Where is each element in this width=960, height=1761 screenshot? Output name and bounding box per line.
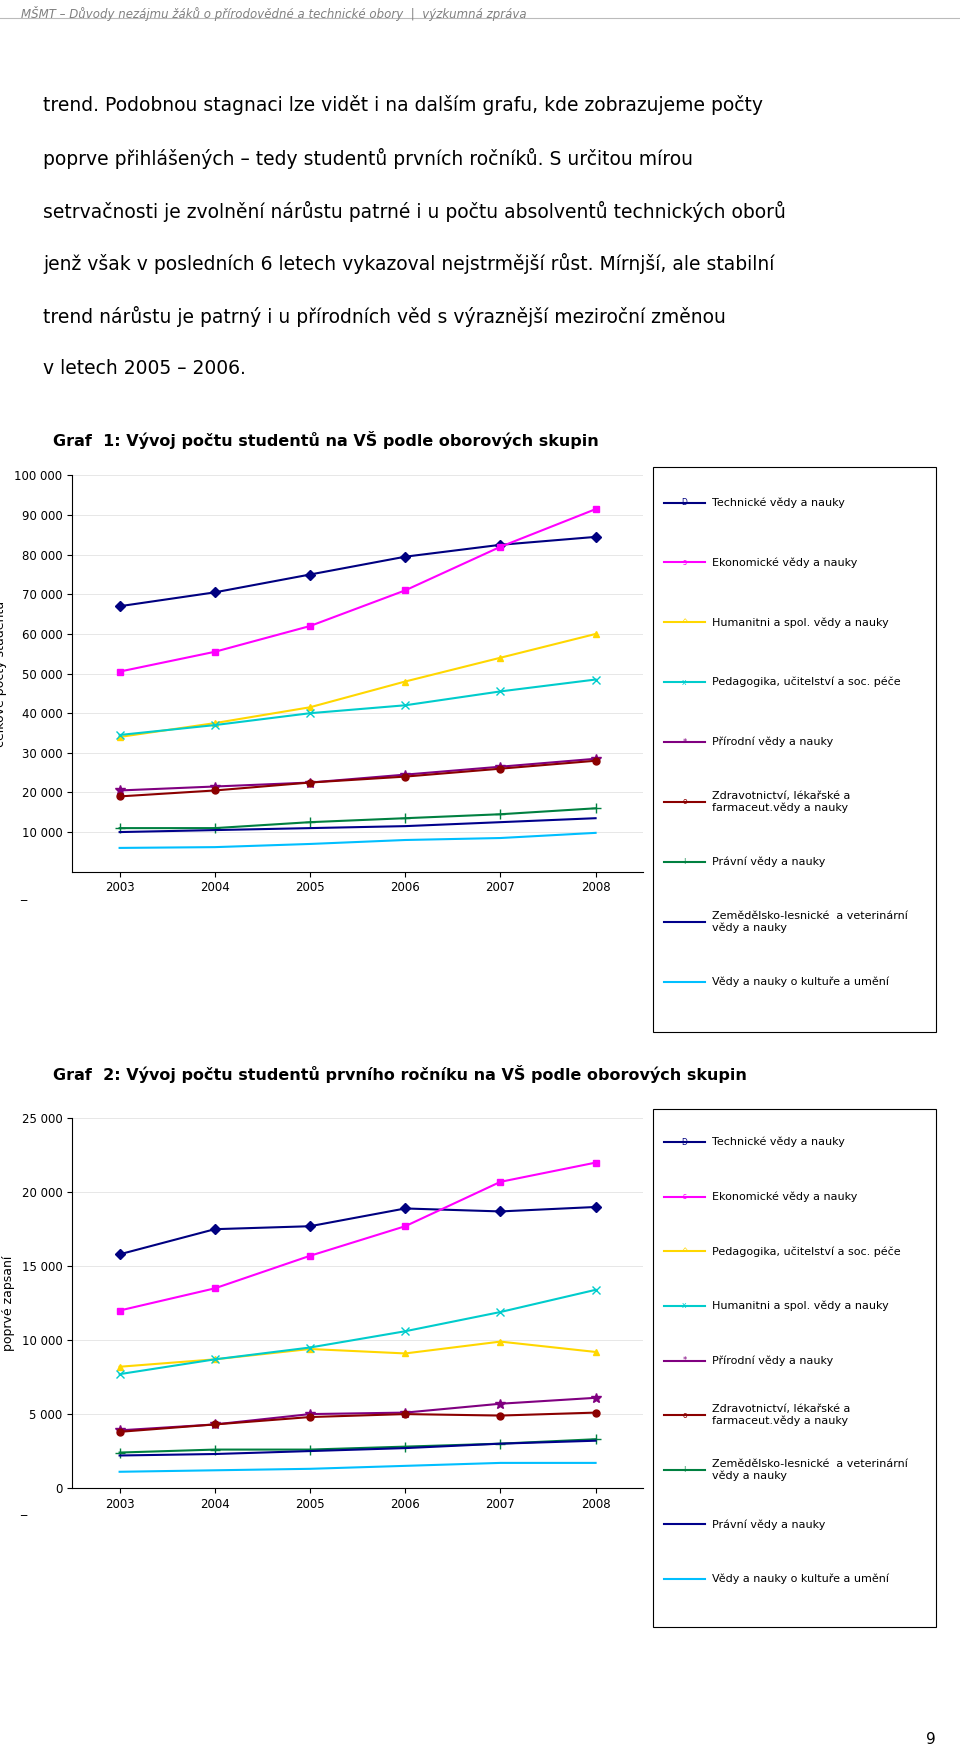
Text: setrvačnosti je zvolnění nárůstu patrné i u počtu absolventů technických oborů: setrvačnosti je zvolnění nárůstu patrné … (43, 201, 786, 222)
Text: 9: 9 (926, 1731, 936, 1747)
Text: Vědy a nauky o kultuře a umění: Vědy a nauky o kultuře a umění (712, 976, 889, 986)
Text: Graf  1: Vývoj počtu studentů na VŠ podle oborových skupin: Graf 1: Vývoj počtu studentů na VŠ podle… (53, 431, 598, 449)
Text: ^: ^ (682, 1247, 687, 1256)
Text: *: * (683, 738, 686, 747)
Text: +: + (682, 1465, 687, 1474)
Text: Technické vědy a nauky: Technické vědy a nauky (712, 497, 845, 507)
Text: trend. Podobnou stagnaci lze vidět i na dalším grafu, kde zobrazujeme počty: trend. Podobnou stagnaci lze vidět i na … (43, 95, 763, 114)
Text: v letech 2005 – 2006.: v letech 2005 – 2006. (43, 359, 246, 379)
Text: x: x (683, 678, 686, 687)
Text: Graf  2: Vývoj počtu studentů prvního ročníku na VŠ podle oborových skupin: Graf 2: Vývoj počtu studentů prvního roč… (53, 1065, 747, 1083)
Text: s: s (683, 558, 686, 567)
Text: Právní vědy a nauky: Právní vědy a nauky (712, 856, 826, 866)
Text: Právní vědy a nauky: Právní vědy a nauky (712, 1520, 826, 1530)
Text: poprve přihlášených – tedy studentů prvních ročníků. S určitou mírou: poprve přihlášených – tedy studentů prvn… (43, 148, 693, 169)
Text: Ekonomické vědy a nauky: Ekonomické vědy a nauky (712, 1192, 857, 1203)
Text: x: x (683, 1301, 686, 1310)
Text: *: * (683, 1356, 686, 1365)
Text: Ekonomické vědy a nauky: Ekonomické vědy a nauky (712, 556, 857, 567)
Y-axis label: poprvé zapsaní: poprvé zapsaní (2, 1256, 14, 1351)
Text: jenž však v posledních 6 letech vykazoval nejstrmější růst. Mírnjší, ale stabiln: jenž však v posledních 6 letech vykazova… (43, 254, 775, 275)
Text: o: o (683, 1411, 686, 1419)
Text: Zdravotnictví, lékařské a
farmaceut.vědy a nauky: Zdravotnictví, lékařské a farmaceut.vědy… (712, 791, 851, 814)
Text: Přírodní vědy a nauky: Přírodní vědy a nauky (712, 1356, 833, 1367)
Text: MŠMT – Důvody nezájmu žáků o přírodovědné a technické obory  |  výzkumná zpráva: MŠMT – Důvody nezájmu žáků o přírodovědn… (21, 5, 527, 21)
Text: Humanitni a spol. vědy a nauky: Humanitni a spol. vědy a nauky (712, 616, 889, 627)
Text: s: s (683, 1192, 686, 1201)
Text: o: o (683, 798, 686, 807)
Text: D: D (682, 498, 687, 507)
Text: Přírodní vědy a nauky: Přírodní vědy a nauky (712, 736, 833, 747)
Text: Technické vědy a nauky: Technické vědy a nauky (712, 1138, 845, 1148)
Y-axis label: celkové počty studentů: celkové počty studentů (0, 601, 8, 747)
Text: _: _ (20, 888, 27, 900)
Text: Zemědělsko-lesnické  a veterinární
vědy a nauky: Zemědělsko-lesnické a veterinární vědy a… (712, 910, 908, 933)
Text: Humanitni a spol. vědy a nauky: Humanitni a spol. vědy a nauky (712, 1301, 889, 1312)
Text: trend nárůstu je patrný i u přírodních věd s výraznější meziroční změnou: trend nárůstu je patrný i u přírodních v… (43, 306, 726, 328)
Text: D: D (682, 1138, 687, 1146)
Text: Zdravotnictví, lékařské a
farmaceut.vědy a nauky: Zdravotnictví, lékařské a farmaceut.vědy… (712, 1404, 851, 1426)
Text: +: + (682, 858, 687, 866)
Text: ^: ^ (682, 618, 687, 627)
Text: _: _ (20, 1502, 27, 1516)
Text: Pedagogika, učitelství a soc. péče: Pedagogika, učitelství a soc. péče (712, 1247, 900, 1257)
Text: Vědy a nauky o kultuře a umění: Vědy a nauky o kultuře a umění (712, 1574, 889, 1585)
Text: Zemědělsko-lesnické  a veterinární
vědy a nauky: Zemědělsko-lesnické a veterinární vědy a… (712, 1458, 908, 1481)
Text: Pedagogika, učitelství a soc. péče: Pedagogika, učitelství a soc. péče (712, 676, 900, 687)
